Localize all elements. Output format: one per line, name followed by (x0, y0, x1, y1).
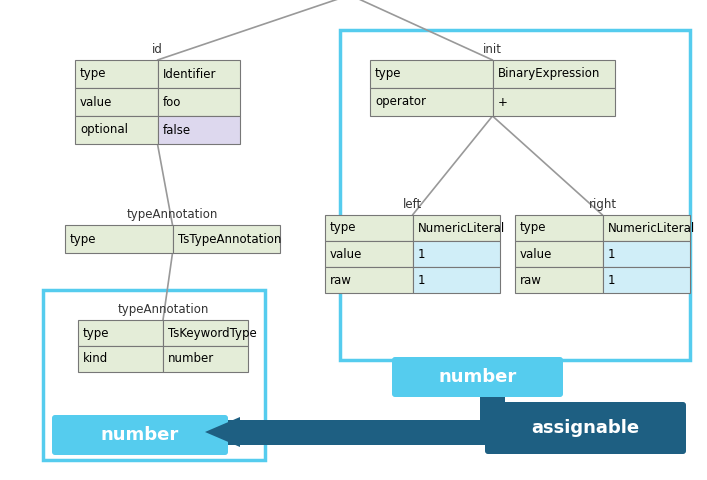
Bar (493, 88, 615, 116)
Text: number: number (168, 352, 214, 365)
Text: assignable: assignable (532, 419, 640, 437)
Text: init: init (483, 43, 502, 56)
FancyBboxPatch shape (52, 415, 228, 455)
Text: +: + (498, 96, 508, 108)
Text: left: left (403, 198, 422, 211)
Bar (602, 241, 690, 267)
Bar (325, 267, 412, 293)
Text: 1: 1 (418, 274, 425, 287)
Text: operator: operator (375, 96, 426, 108)
FancyBboxPatch shape (392, 357, 563, 397)
Text: type: type (83, 326, 110, 339)
Bar (370, 60, 493, 88)
Bar (43, 290, 265, 460)
Text: right: right (588, 198, 617, 211)
Text: value: value (80, 96, 112, 108)
Bar (370, 88, 493, 116)
Text: TsKeywordType: TsKeywordType (168, 326, 257, 339)
Bar (78, 320, 163, 346)
Text: false: false (163, 123, 191, 136)
Bar (515, 215, 602, 241)
Text: 1: 1 (607, 248, 615, 261)
Bar (412, 267, 500, 293)
Text: NumericLiteral: NumericLiteral (418, 221, 505, 235)
Text: 1: 1 (607, 274, 615, 287)
Bar (163, 346, 248, 372)
Bar (158, 88, 240, 116)
Text: foo: foo (163, 96, 181, 108)
Text: BinaryExpression: BinaryExpression (498, 68, 600, 81)
Text: value: value (330, 248, 363, 261)
Text: NumericLiteral: NumericLiteral (607, 221, 695, 235)
Text: type: type (80, 68, 107, 81)
Bar (412, 215, 500, 241)
Text: type: type (520, 221, 547, 235)
Bar (515, 267, 602, 293)
Bar (602, 215, 690, 241)
Text: 1: 1 (418, 248, 425, 261)
Text: Identifier: Identifier (163, 68, 216, 81)
Bar (493, 60, 615, 88)
Bar (325, 241, 412, 267)
Bar (75, 88, 158, 116)
Polygon shape (205, 417, 240, 447)
Text: optional: optional (80, 123, 128, 136)
Bar (78, 346, 163, 372)
Text: number: number (101, 426, 179, 444)
Bar (325, 215, 412, 241)
Bar (158, 116, 240, 144)
Text: typeAnnotation: typeAnnotation (127, 208, 218, 221)
Bar (158, 60, 240, 88)
Bar (65, 225, 173, 253)
Text: id: id (152, 43, 163, 56)
Bar (602, 267, 690, 293)
FancyBboxPatch shape (485, 402, 686, 454)
Text: value: value (520, 248, 552, 261)
Bar (163, 320, 248, 346)
Bar (173, 225, 280, 253)
Bar (340, 30, 690, 360)
Text: TsTypeAnnotation: TsTypeAnnotation (177, 232, 281, 245)
Text: raw: raw (520, 274, 542, 287)
Text: type: type (330, 221, 356, 235)
Bar (75, 116, 158, 144)
Text: raw: raw (330, 274, 352, 287)
Bar (75, 60, 158, 88)
Text: number: number (438, 368, 517, 386)
Text: typeAnnotation: typeAnnotation (117, 303, 209, 316)
Text: kind: kind (83, 352, 108, 365)
Text: type: type (375, 68, 402, 81)
Bar (412, 241, 500, 267)
Text: type: type (70, 232, 96, 245)
Bar (515, 241, 602, 267)
